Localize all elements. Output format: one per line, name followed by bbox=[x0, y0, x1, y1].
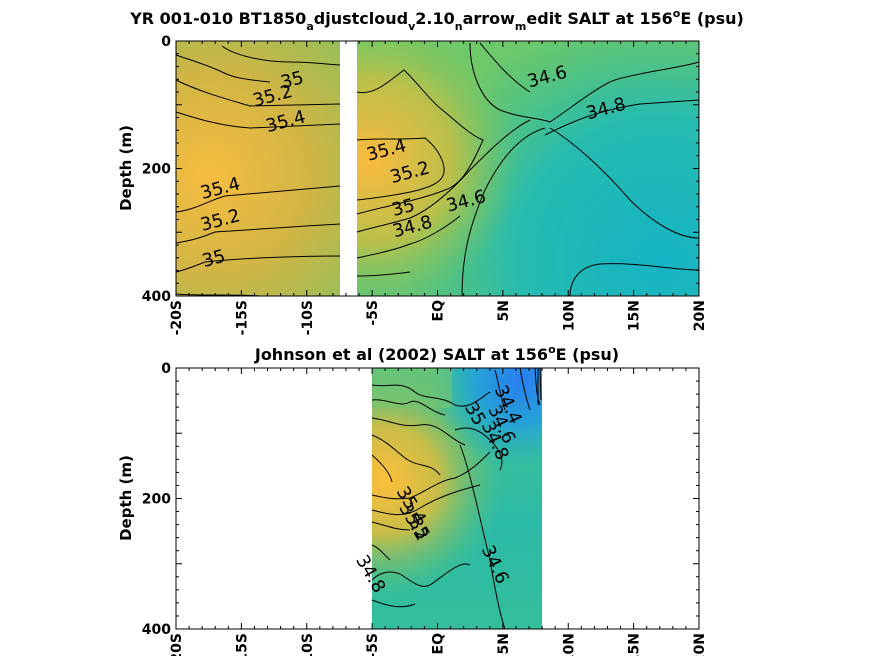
top-ylabel: Depth (m) bbox=[117, 125, 135, 211]
bottom-xtick-label: 15N bbox=[627, 633, 643, 656]
bottom-ytick-label: 0 bbox=[161, 361, 171, 377]
top-field-south bbox=[176, 41, 340, 296]
bottom-ytick-label: 400 bbox=[142, 622, 171, 638]
top-xtick-label: -10S bbox=[300, 300, 316, 335]
bottom-xtick-label: -15S bbox=[234, 633, 250, 656]
bottom-title: Johnson et al (2002) SALT at 156oE (psu) bbox=[254, 343, 619, 364]
top-ticks: -20S -15S -10S -5S EQ 5N 10N 15N 20N 0 200 400 bbox=[142, 34, 708, 335]
top-panel: YR 001-010 BT1850adjustcloudv2.10narrowm… bbox=[117, 7, 744, 335]
top-xtick-label: -15S bbox=[234, 300, 250, 335]
bottom-xtick-label: 10N bbox=[561, 633, 577, 656]
top-xtick-label: 15N bbox=[627, 300, 643, 331]
bottom-xtick-label: 5N bbox=[496, 633, 512, 654]
bottom-ytick-label: 200 bbox=[142, 492, 171, 508]
top-xtick-label: -20S bbox=[169, 300, 185, 335]
top-ytick-label: 400 bbox=[142, 289, 171, 305]
top-ytick-label: 0 bbox=[161, 34, 171, 50]
bottom-xtick-label: -10S bbox=[300, 633, 316, 656]
bottom-xtick-label: -20S bbox=[169, 633, 185, 656]
bottom-xtick-label: -5S bbox=[365, 633, 381, 656]
top-field-north bbox=[357, 41, 699, 296]
bottom-ticks: -20S -15S -10S -5S EQ 5N 10N 15N 20N 0 200 400 bbox=[142, 361, 708, 656]
top-xtick-label: 10N bbox=[561, 300, 577, 331]
bottom-contours bbox=[371, 367, 542, 630]
top-masked-gap bbox=[340, 41, 357, 296]
bottom-xtick-label: 20N bbox=[692, 633, 708, 656]
top-xtick-label: 20N bbox=[692, 300, 708, 331]
top-xtick-label: 5N bbox=[496, 300, 512, 321]
bottom-panel: Johnson et al (2002) SALT at 156oE (psu) bbox=[117, 343, 708, 656]
top-xtick-label: -5S bbox=[365, 300, 381, 326]
top-xtick-label: EQ bbox=[431, 300, 447, 322]
top-ytick-label: 200 bbox=[142, 162, 171, 178]
bottom-ylabel: Depth (m) bbox=[117, 455, 135, 541]
bottom-xtick-label: EQ bbox=[431, 633, 447, 655]
top-title: YR 001-010 BT1850adjustcloudv2.10narrowm… bbox=[129, 7, 744, 33]
